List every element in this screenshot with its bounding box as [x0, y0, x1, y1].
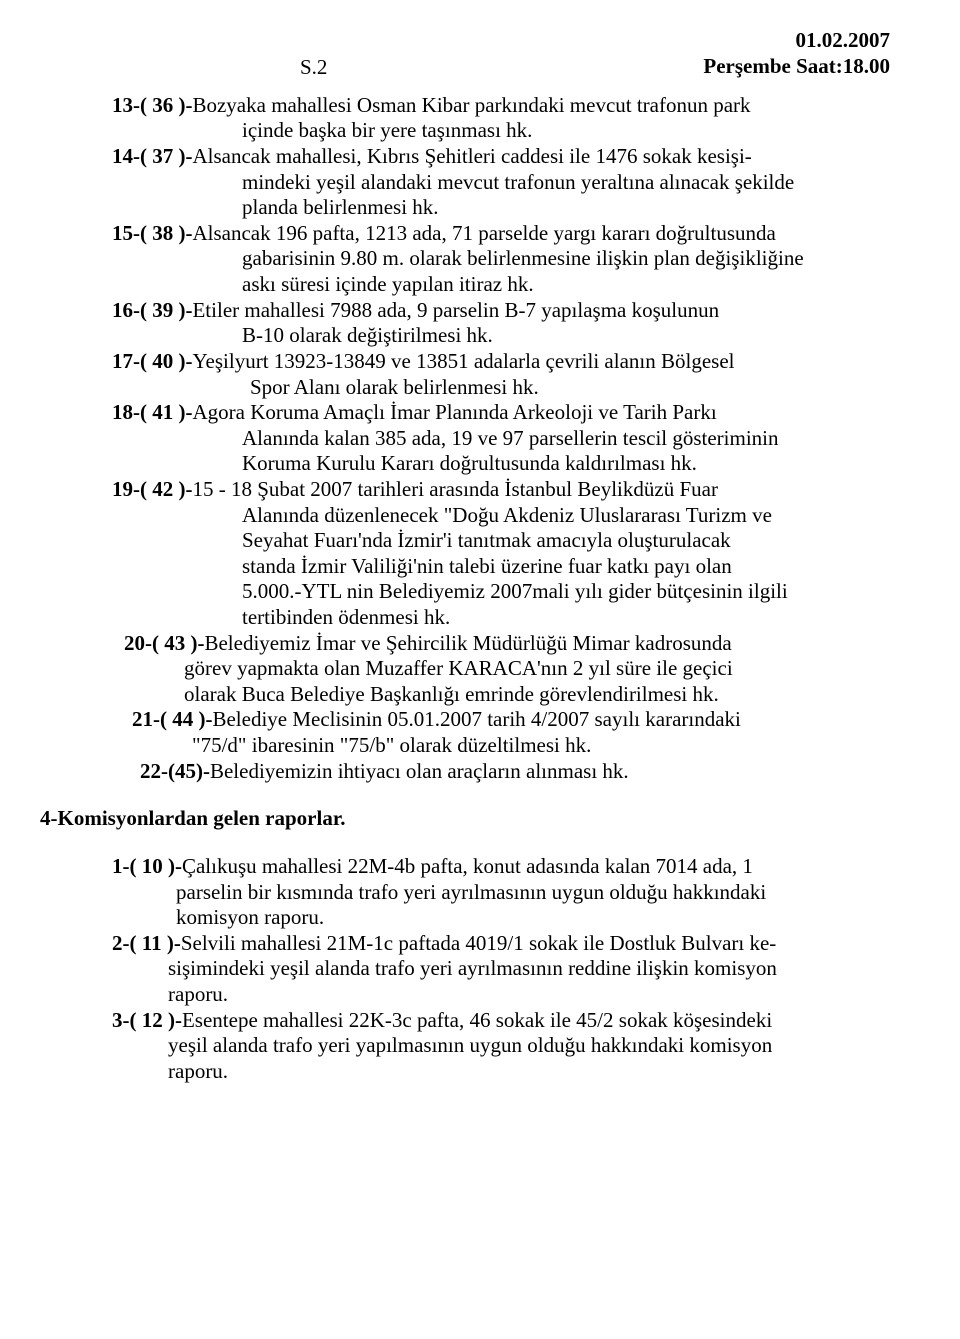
item-text: Belediye Meclisinin 05.01.2007 tarih 4/2…	[212, 707, 740, 731]
item-prefix: 1-( 10 )-	[112, 854, 182, 878]
item-prefix: 3-( 12 )-	[112, 1008, 182, 1032]
section-4-title: 4-Komisyonlardan gelen raporlar.	[40, 806, 890, 832]
agenda-item-20: 20-( 43 )-Belediyemiz İmar ve Şehircilik…	[112, 631, 890, 657]
item-continuation: raporu.	[112, 1059, 890, 1085]
item-continuation: standa İzmir Valiliği'nin talebi üzerine…	[112, 554, 890, 580]
item-prefix: 17-( 40 )-	[112, 349, 192, 373]
item-continuation: Alanında kalan 385 ada, 19 ve 97 parsell…	[112, 426, 890, 452]
item-prefix: 21-( 44 )-	[132, 707, 212, 731]
item-text: Yeşilyurt 13923-13849 ve 13851 adalarla …	[192, 349, 734, 373]
report-item-3: 3-( 12 )-Esentepe mahallesi 22K-3c pafta…	[112, 1008, 890, 1034]
item-continuation: içinde başka bir yere taşınması hk.	[112, 118, 890, 144]
item-continuation: 5.000.-YTL nin Belediyemiz 2007mali yılı…	[112, 579, 890, 605]
agenda-section: 13-( 36 )-Bozyaka mahallesi Osman Kibar …	[40, 93, 890, 784]
item-text: Agora Koruma Amaçlı İmar Planında Arkeol…	[192, 400, 716, 424]
item-continuation: tertibinden ödenmesi hk.	[112, 605, 890, 631]
item-continuation: B-10 olarak değiştirilmesi hk.	[112, 323, 890, 349]
agenda-item-18: 18-( 41 )-Agora Koruma Amaçlı İmar Planı…	[112, 400, 890, 426]
item-continuation: komisyon raporu.	[112, 905, 890, 931]
item-continuation: Koruma Kurulu Kararı doğrultusunda kaldı…	[112, 451, 890, 477]
item-continuation: sişimindeki yeşil alanda trafo yeri ayrı…	[112, 956, 890, 982]
item-prefix: 22-(45)-	[140, 759, 210, 783]
item-text: Esentepe mahallesi 22K-3c pafta, 46 soka…	[182, 1008, 772, 1032]
item-text: Selvili mahallesi 21M-1c paftada 4019/1 …	[181, 931, 776, 955]
item-text: Bozyaka mahallesi Osman Kibar parkındaki…	[192, 93, 750, 117]
item-prefix: 2-( 11 )-	[112, 931, 181, 955]
item-text: Alsancak 196 pafta, 1213 ada, 71 parseld…	[192, 221, 775, 245]
item-continuation: raporu.	[112, 982, 890, 1008]
agenda-item-17: 17-( 40 )-Yeşilyurt 13923-13849 ve 13851…	[112, 349, 890, 375]
document-header: 01.02.2007 Perşembe Saat:18.00 S.2	[40, 28, 890, 81]
header-date: 01.02.2007	[40, 28, 890, 54]
item-continuation: Spor Alanı olarak belirlenmesi hk.	[112, 375, 890, 401]
item-continuation: olarak Buca Belediye Başkanlığı emrinde …	[112, 682, 890, 708]
item-continuation: mindeki yeşil alandaki mevcut trafonun y…	[112, 170, 890, 196]
item-text: Alsancak mahallesi, Kıbrıs Şehitleri cad…	[192, 144, 751, 168]
item-prefix: 15-( 38 )-	[112, 221, 192, 245]
item-prefix: 13-( 36 )-	[112, 93, 192, 117]
item-continuation: Alanında düzenlenecek "Doğu Akdeniz Ulus…	[112, 503, 890, 529]
item-continuation: yeşil alanda trafo yeri yapılmasının uyg…	[112, 1033, 890, 1059]
agenda-item-13: 13-( 36 )-Bozyaka mahallesi Osman Kibar …	[112, 93, 890, 119]
item-text: Belediyemiz İmar ve Şehircilik Müdürlüğü…	[204, 631, 731, 655]
item-prefix: 16-( 39 )-	[112, 298, 192, 322]
agenda-item-15: 15-( 38 )-Alsancak 196 pafta, 1213 ada, …	[112, 221, 890, 247]
item-continuation: görev yapmakta olan Muzaffer KARACA'nın …	[112, 656, 890, 682]
agenda-item-19: 19-( 42 )-15 - 18 Şubat 2007 tarihleri a…	[112, 477, 890, 503]
report-item-2: 2-( 11 )-Selvili mahallesi 21M-1c paftad…	[112, 931, 890, 957]
agenda-item-14: 14-( 37 )-Alsancak mahallesi, Kıbrıs Şeh…	[112, 144, 890, 170]
report-item-1: 1-( 10 )-Çalıkuşu mahallesi 22M-4b pafta…	[112, 854, 890, 880]
item-continuation: "75/d" ibaresinin "75/b" olarak düzeltil…	[112, 733, 890, 759]
agenda-item-16: 16-( 39 )-Etiler mahallesi 7988 ada, 9 p…	[112, 298, 890, 324]
commission-reports-section: 1-( 10 )-Çalıkuşu mahallesi 22M-4b pafta…	[40, 854, 890, 1084]
item-prefix: 19-( 42 )-	[112, 477, 192, 501]
agenda-item-22: 22-(45)-Belediyemizin ihtiyacı olan araç…	[112, 759, 890, 785]
item-continuation: Seyahat Fuarı'nda İzmir'i tanıtmak amacı…	[112, 528, 890, 554]
item-prefix: 20-( 43 )-	[124, 631, 204, 655]
item-continuation: askı süresi içinde yapılan itiraz hk.	[112, 272, 890, 298]
item-text: Belediyemizin ihtiyacı olan araçların al…	[210, 759, 629, 783]
item-prefix: 18-( 41 )-	[112, 400, 192, 424]
item-continuation: gabarisinin 9.80 m. olarak belirlenmesin…	[112, 246, 890, 272]
item-continuation: planda belirlenmesi hk.	[112, 195, 890, 221]
item-continuation: parselin bir kısmında trafo yeri ayrılma…	[112, 880, 890, 906]
agenda-item-21: 21-( 44 )-Belediye Meclisinin 05.01.2007…	[112, 707, 890, 733]
item-text: Çalıkuşu mahallesi 22M-4b pafta, konut a…	[182, 854, 753, 878]
item-prefix: 14-( 37 )-	[112, 144, 192, 168]
item-text: Etiler mahallesi 7988 ada, 9 parselin B-…	[192, 298, 719, 322]
document-page: 01.02.2007 Perşembe Saat:18.00 S.2 13-( …	[0, 0, 960, 1339]
item-text: 15 - 18 Şubat 2007 tarihleri arasında İs…	[192, 477, 717, 501]
